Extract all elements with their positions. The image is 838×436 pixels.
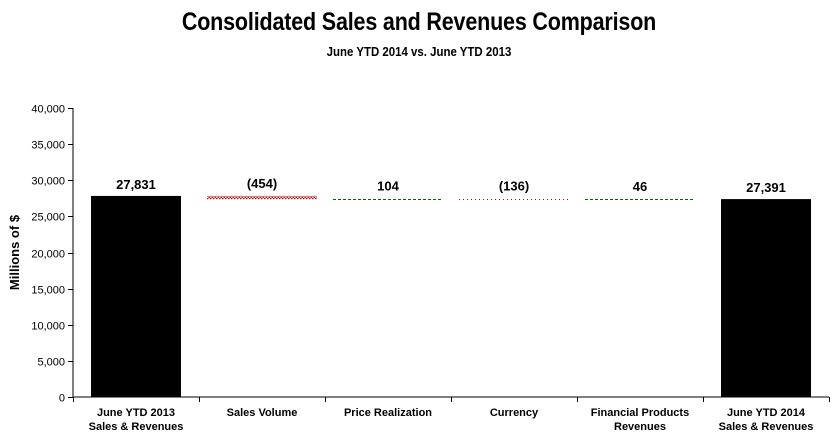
- y-axis-label: Millions of $: [7, 214, 22, 290]
- chart-title: Consolidated Sales and Revenues Comparis…: [181, 8, 657, 36]
- data-label: 27,831: [116, 177, 156, 192]
- y-tick-label: 40,000: [31, 104, 65, 116]
- y-tick-label: 35,000: [31, 140, 65, 152]
- y-tick-label: 10,000: [31, 321, 65, 333]
- category-label: Sales Volume: [227, 407, 298, 419]
- chart-subtitle: June YTD 2014 vs. June YTD 2013: [326, 44, 512, 59]
- chart-marks: [91, 195, 811, 397]
- y-tick-label: 30,000: [31, 176, 65, 188]
- data-label: (136): [499, 178, 529, 193]
- category-label: Currency: [490, 407, 539, 419]
- data-label: (454): [247, 176, 277, 191]
- y-tick-label: 5,000: [37, 357, 65, 369]
- data-label: 104: [377, 178, 399, 193]
- category-label: June YTD 2013 Sales & Revenues: [89, 407, 184, 433]
- category-label: June YTD 2014 Sales & Revenues: [719, 407, 814, 433]
- y-tick-label: 25,000: [31, 212, 65, 224]
- y-tick-label: 20,000: [31, 249, 65, 261]
- y-tick-label: 0: [59, 393, 65, 405]
- y-tick-label: 15,000: [31, 285, 65, 297]
- chart-labels: June YTD 2013 Sales & Revenues Sales Volum…: [89, 176, 814, 433]
- category-label: Financial Products Revenues: [591, 407, 689, 433]
- bar-delta-decrease: [207, 195, 317, 200]
- bar-total: [91, 195, 181, 397]
- bar-total: [721, 199, 811, 397]
- data-label: 46: [633, 179, 647, 194]
- axes: 0 5,000 10,000 15,000 20,000 25,000 30,000 35,0…: [7, 104, 830, 405]
- data-label: 27,391: [746, 180, 786, 195]
- category-label: Price Realization: [344, 407, 432, 419]
